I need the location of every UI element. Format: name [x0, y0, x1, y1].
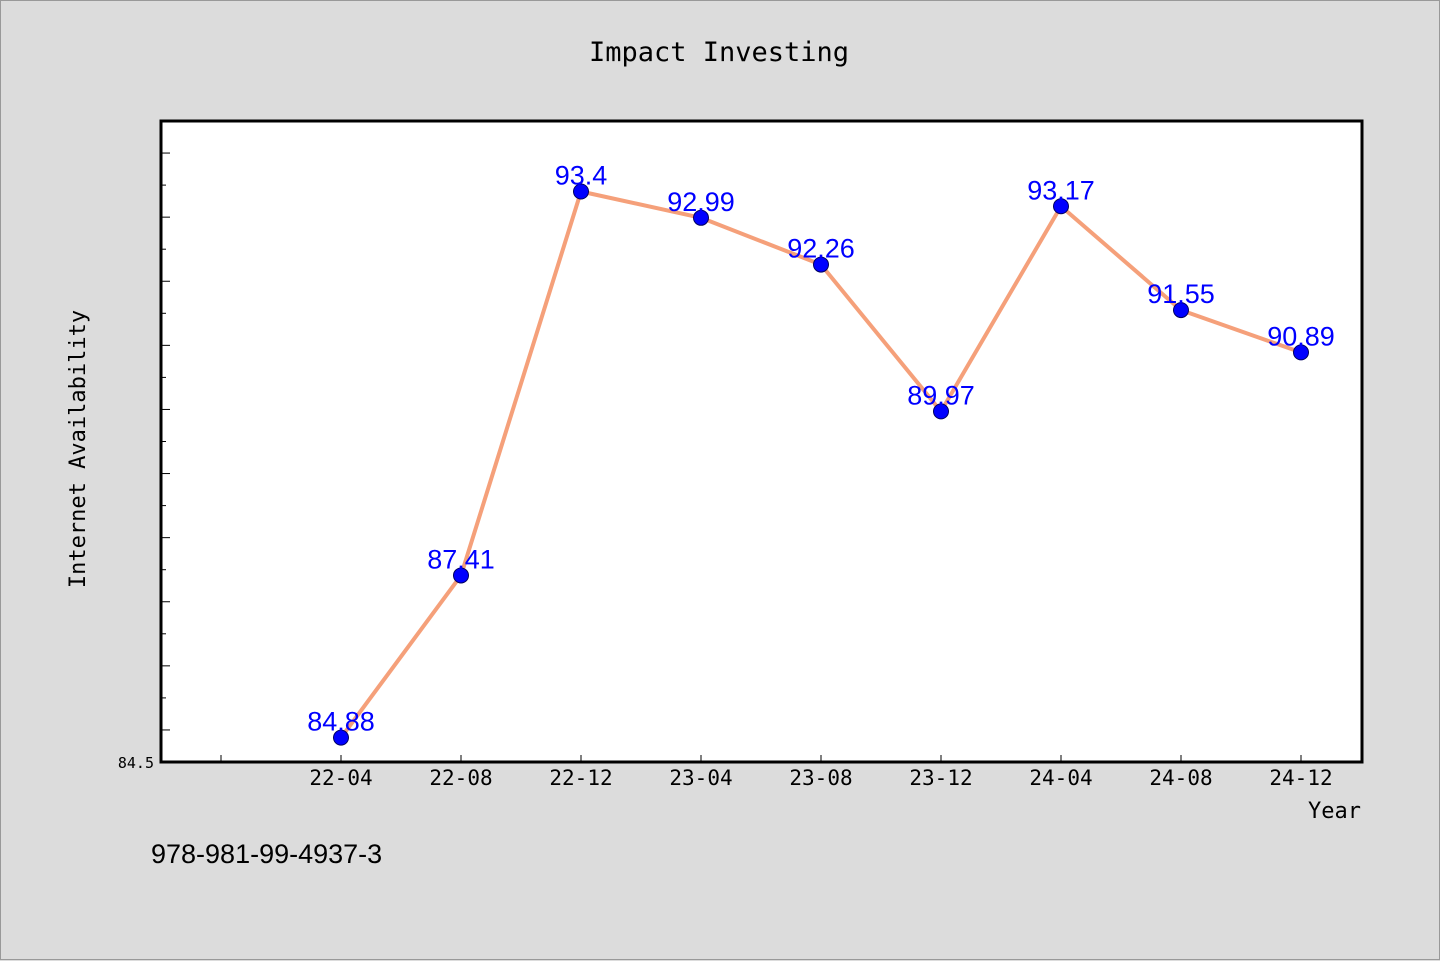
x-axis-ticks: 22-04 22-08 22-12 23-04 23-08 23-12 24-04 24-08… — [220, 755, 1333, 790]
x-tick-label: 23-08 — [789, 766, 852, 790]
data-label: 90.89 — [1267, 321, 1335, 351]
x-tick-label: 24-04 — [1029, 766, 1092, 790]
x-tick-label: 22-04 — [309, 766, 372, 790]
x-tick-label: 24-08 — [1149, 766, 1212, 790]
x-tick-label: 23-04 — [669, 766, 732, 790]
footer-isbn: 978-981-99-4937-3 — [151, 839, 382, 869]
plot-area — [159, 119, 1364, 764]
y-axis-min-label: 84.5 — [118, 754, 154, 772]
data-point — [1173, 302, 1189, 319]
x-tick-label: 23-12 — [909, 766, 972, 790]
data-point — [933, 403, 949, 420]
chart-title: Impact Investing — [589, 37, 849, 68]
x-tick-label: 22-12 — [549, 766, 612, 790]
data-label: 92.99 — [667, 187, 735, 217]
data-point — [813, 256, 829, 273]
x-axis-label: Year — [1308, 799, 1361, 824]
data-label: 91.55 — [1147, 279, 1215, 309]
data-point — [453, 567, 469, 584]
data-point — [333, 729, 349, 746]
data-label: 93.17 — [1027, 175, 1095, 205]
series-layer: 84.88 87.41 93.4 92.99 92.26 89.97 93.17 91.55 9… — [307, 161, 1335, 746]
data-label: 93.4 — [555, 161, 608, 191]
data-point — [573, 183, 589, 200]
data-point — [693, 209, 709, 226]
y-axis-label: Internet Availability — [66, 310, 91, 588]
data-label: 89.97 — [907, 380, 975, 410]
data-label: 92.26 — [787, 234, 855, 264]
x-tick-label: 22-08 — [429, 766, 492, 790]
x-tick-label: 24-12 — [1269, 766, 1332, 790]
y-axis-ticks — [161, 152, 170, 731]
data-point — [1293, 344, 1309, 361]
data-label: 84.88 — [307, 707, 375, 737]
data-point — [1053, 198, 1069, 215]
data-label: 87.41 — [427, 544, 495, 574]
